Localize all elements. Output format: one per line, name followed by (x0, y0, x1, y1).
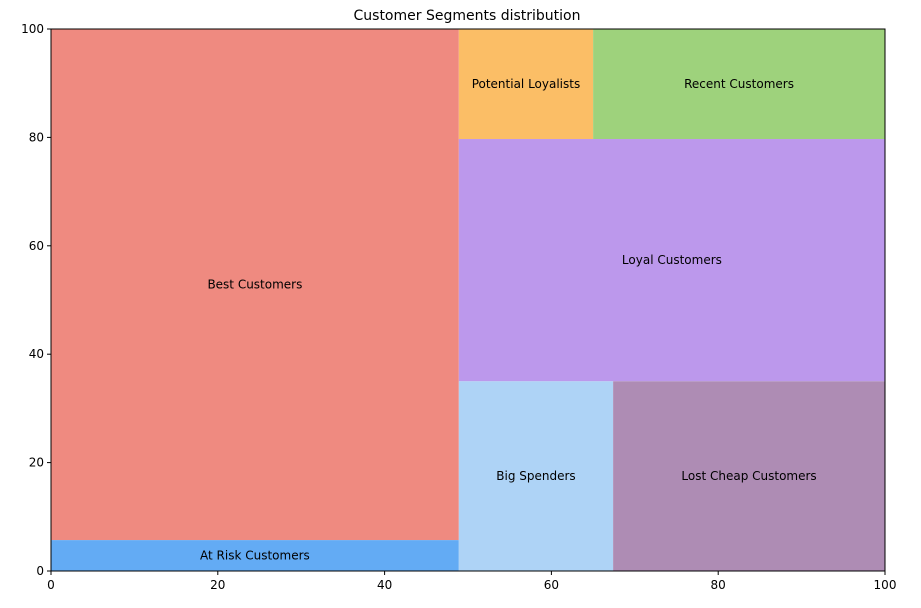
y-tick-label: 0 (36, 564, 44, 578)
segment-label-recent-customers: Recent Customers (684, 77, 794, 91)
plot-frame (50, 28, 886, 572)
segment-label-best-customers: Best Customers (207, 278, 302, 292)
x-tick-label: 60 (544, 578, 559, 592)
treemap-rects (51, 29, 885, 571)
segment-rect-recent-customers (593, 29, 885, 140)
chart-title: Customer Segments distribution (354, 8, 581, 24)
segment-rect-best-customers (51, 29, 459, 541)
segment-label-potential-loyalists: Potential Loyalists (472, 77, 581, 91)
segment-label-at-risk-customers: At Risk Customers (200, 549, 310, 563)
segment-label-lost-cheap-customers: Lost Cheap Customers (681, 469, 816, 483)
x-tick-label: 100 (874, 578, 897, 592)
x-tick-label: 20 (210, 578, 225, 592)
y-tick-label: 100 (21, 22, 44, 36)
segment-label-loyal-customers: Loyal Customers (622, 253, 722, 267)
segment-label-big-spenders: Big Spenders (496, 469, 575, 483)
x-tick-label: 0 (47, 578, 55, 592)
y-tick-label: 20 (29, 456, 44, 470)
y-tick-label: 80 (29, 130, 44, 144)
y-tick-label: 60 (29, 239, 44, 253)
x-tick-label: 40 (377, 578, 392, 592)
segment-rect-potential-loyalists (458, 29, 594, 140)
segment-rect-big-spenders (458, 381, 614, 571)
x-tick-label: 80 (711, 578, 726, 592)
segment-rect-lost-cheap-customers (613, 381, 885, 571)
segment-rect-at-risk-customers (51, 540, 459, 571)
treemap-labels: Best Customers At Risk Customers Potential… (200, 77, 817, 563)
axes: 0 20 40 60 80 100 0 20 40 60 80 100 (21, 22, 896, 592)
segment-rect-loyal-customers (458, 139, 885, 382)
y-tick-label: 40 (29, 347, 44, 361)
